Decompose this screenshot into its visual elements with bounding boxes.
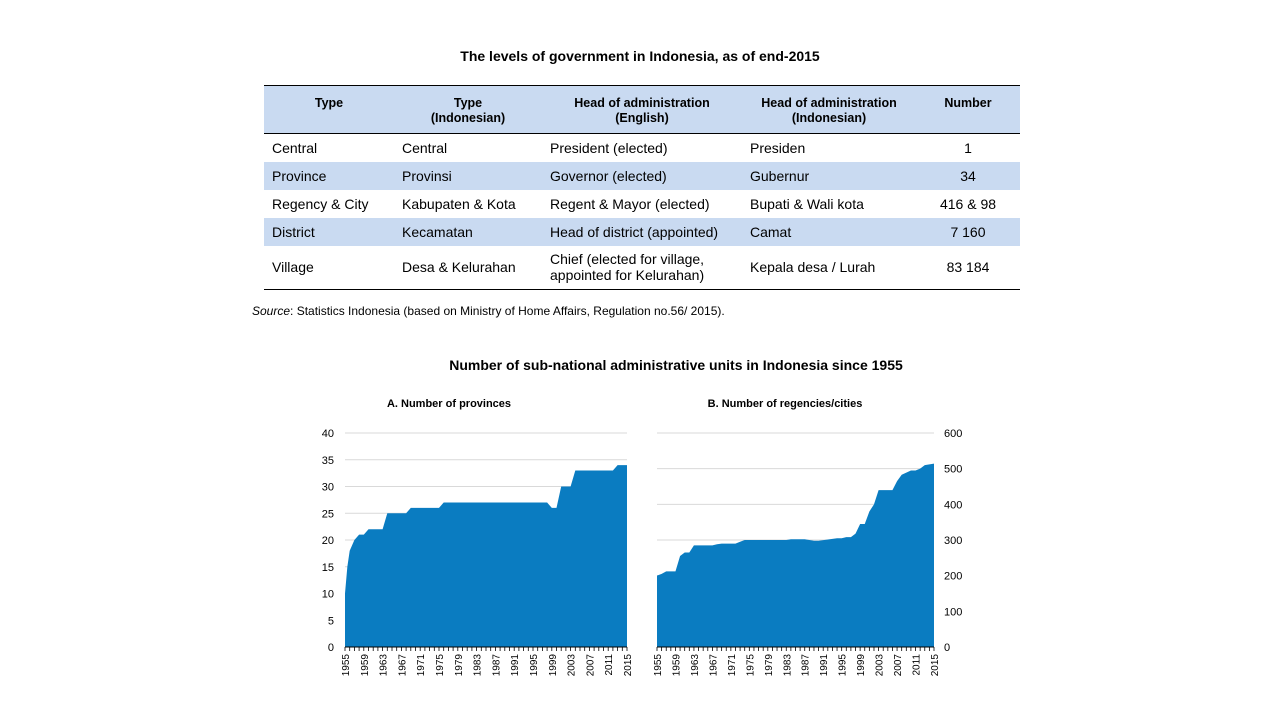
chart-title: A. Number of provinces bbox=[387, 398, 511, 410]
y-tick-label: 10 bbox=[322, 589, 334, 601]
table-header-row: Type Type (Indonesian) Head of administra… bbox=[264, 85, 1020, 134]
cell-type-indonesian: Provinsi bbox=[402, 167, 452, 184]
x-tick-label: 1979 bbox=[454, 654, 465, 677]
x-tick-label: 1971 bbox=[727, 654, 738, 677]
government-levels-table: Type Type (Indonesian) Head of administra… bbox=[264, 85, 1020, 290]
x-tick-label: 1983 bbox=[473, 654, 484, 677]
header-type-indonesian: Type (Indonesian) bbox=[430, 96, 506, 125]
area-series bbox=[657, 463, 934, 647]
cell-number: 83 184 bbox=[946, 259, 990, 276]
x-tick-label: 1991 bbox=[510, 654, 521, 677]
cell-head-indonesian: Kepala desa / Lurah bbox=[750, 259, 876, 276]
cell-head-indonesian: Presiden bbox=[750, 139, 806, 156]
table-title: The levels of government in Indonesia, a… bbox=[460, 48, 820, 64]
header-number: Number bbox=[944, 96, 992, 110]
y-tick-label: 200 bbox=[944, 571, 962, 583]
x-tick-label: 2011 bbox=[912, 654, 923, 676]
y-tick-label: 600 bbox=[944, 428, 962, 440]
y-tick-label: 25 bbox=[322, 508, 334, 520]
y-tick-label: 100 bbox=[944, 606, 962, 618]
header-head-english: Head of administration (English) bbox=[574, 96, 710, 125]
cell-number: 416 & 98 bbox=[939, 195, 997, 212]
x-tick-label: 1995 bbox=[529, 654, 540, 677]
x-tick-label: 2003 bbox=[567, 654, 578, 677]
header-type: Type bbox=[314, 96, 344, 110]
cell-type: District bbox=[272, 223, 315, 240]
cell-number: 34 bbox=[960, 167, 976, 184]
cell-head-indonesian: Camat bbox=[750, 223, 792, 240]
y-tick-label: 30 bbox=[322, 482, 334, 494]
cell-type: Village bbox=[272, 259, 314, 276]
cell-type: Regency & City bbox=[272, 195, 369, 212]
x-tick-label: 1955 bbox=[653, 654, 664, 677]
x-tick-label: 1999 bbox=[548, 654, 559, 677]
x-tick-label: 2015 bbox=[623, 654, 634, 677]
x-tick-label: 1987 bbox=[801, 654, 812, 677]
x-tick-label: 2011 bbox=[604, 654, 615, 676]
source-text: : Statistics Indonesia (based on Ministr… bbox=[290, 304, 725, 318]
cell-head-english: Head of district (appointed) bbox=[550, 223, 719, 240]
x-tick-label: 1959 bbox=[360, 654, 371, 677]
y-tick-label: 35 bbox=[322, 455, 334, 467]
table-row: Central Central President (elected) Pres… bbox=[264, 134, 1020, 162]
charts-title: Number of sub-national administrative un… bbox=[449, 357, 903, 373]
x-tick-label: 1959 bbox=[671, 654, 682, 677]
cell-type: Central bbox=[272, 139, 318, 156]
x-tick-label: 1995 bbox=[838, 654, 849, 677]
x-tick-label: 1971 bbox=[416, 654, 427, 677]
x-tick-label: 2015 bbox=[930, 654, 941, 677]
y-tick-label: 15 bbox=[322, 562, 334, 574]
x-tick-label: 1983 bbox=[782, 654, 793, 677]
charts-figure: A. Number of provinces 0 5 10 15 20 25 30 35 40 19… bbox=[322, 398, 963, 677]
y-tick-label: 20 bbox=[322, 535, 334, 547]
cell-head-english: Regent & Mayor (elected) bbox=[550, 195, 710, 212]
cell-type-indonesian: Kabupaten & Kota bbox=[402, 195, 516, 212]
x-tick-label: 2007 bbox=[585, 654, 596, 677]
x-tick-label: 2007 bbox=[893, 654, 904, 677]
x-tick-label: 1987 bbox=[491, 654, 502, 677]
y-tick-label: 0 bbox=[328, 642, 334, 654]
cell-type: Province bbox=[272, 167, 327, 184]
cell-head-indonesian: Bupati & Wali kota bbox=[750, 195, 864, 212]
y-tick-label: 40 bbox=[322, 428, 334, 440]
x-tick-label: 1999 bbox=[856, 654, 867, 677]
y-tick-label: 5 bbox=[328, 615, 334, 627]
chart-title: B. Number of regencies/cities bbox=[708, 398, 863, 410]
y-tick-label: 300 bbox=[944, 535, 962, 547]
cell-type-indonesian: Kecamatan bbox=[402, 223, 473, 240]
source-label: Source bbox=[252, 304, 291, 318]
x-tick-label: 1979 bbox=[764, 654, 775, 677]
x-tick-label: 1975 bbox=[435, 654, 446, 677]
table-row: Regency & City Kabupaten & Kota Regent &… bbox=[264, 190, 1020, 218]
y-tick-label: 400 bbox=[944, 499, 962, 511]
source-note: Source: Statistics Indonesia (based on M… bbox=[252, 304, 725, 318]
cell-number: 1 bbox=[964, 139, 972, 156]
table-row: Province Provinsi Governor (elected) Gub… bbox=[264, 161, 1020, 190]
x-tick-label: 1975 bbox=[745, 654, 756, 677]
x-tick-label: 2003 bbox=[875, 654, 886, 677]
cell-head-english: Governor (elected) bbox=[550, 167, 667, 184]
y-tick-label: 500 bbox=[944, 464, 962, 476]
cell-number: 7 160 bbox=[950, 223, 986, 240]
cell-head-english: Chief (elected for village, appointed fo… bbox=[550, 251, 705, 284]
cell-type-indonesian: Central bbox=[402, 139, 448, 156]
cell-type-indonesian: Desa & Kelurahan bbox=[402, 259, 516, 276]
x-tick-label: 1991 bbox=[819, 654, 830, 677]
x-tick-label: 1963 bbox=[690, 654, 701, 677]
cell-head-indonesian: Gubernur bbox=[750, 167, 810, 184]
area-series bbox=[345, 465, 627, 647]
table-row: District Kecamatan Head of district (app… bbox=[264, 217, 1020, 246]
x-tick-label: 1967 bbox=[397, 654, 408, 677]
table-row: Village Desa & Kelurahan Chief (elected … bbox=[264, 246, 1020, 290]
y-tick-label: 0 bbox=[944, 642, 950, 654]
cell-head-english: President (elected) bbox=[550, 139, 668, 156]
header-head-indonesian: Head of administration (Indonesian) bbox=[761, 96, 897, 125]
x-tick-label: 1955 bbox=[341, 654, 352, 677]
x-tick-label: 1967 bbox=[708, 654, 719, 677]
x-tick-label: 1963 bbox=[379, 654, 390, 677]
